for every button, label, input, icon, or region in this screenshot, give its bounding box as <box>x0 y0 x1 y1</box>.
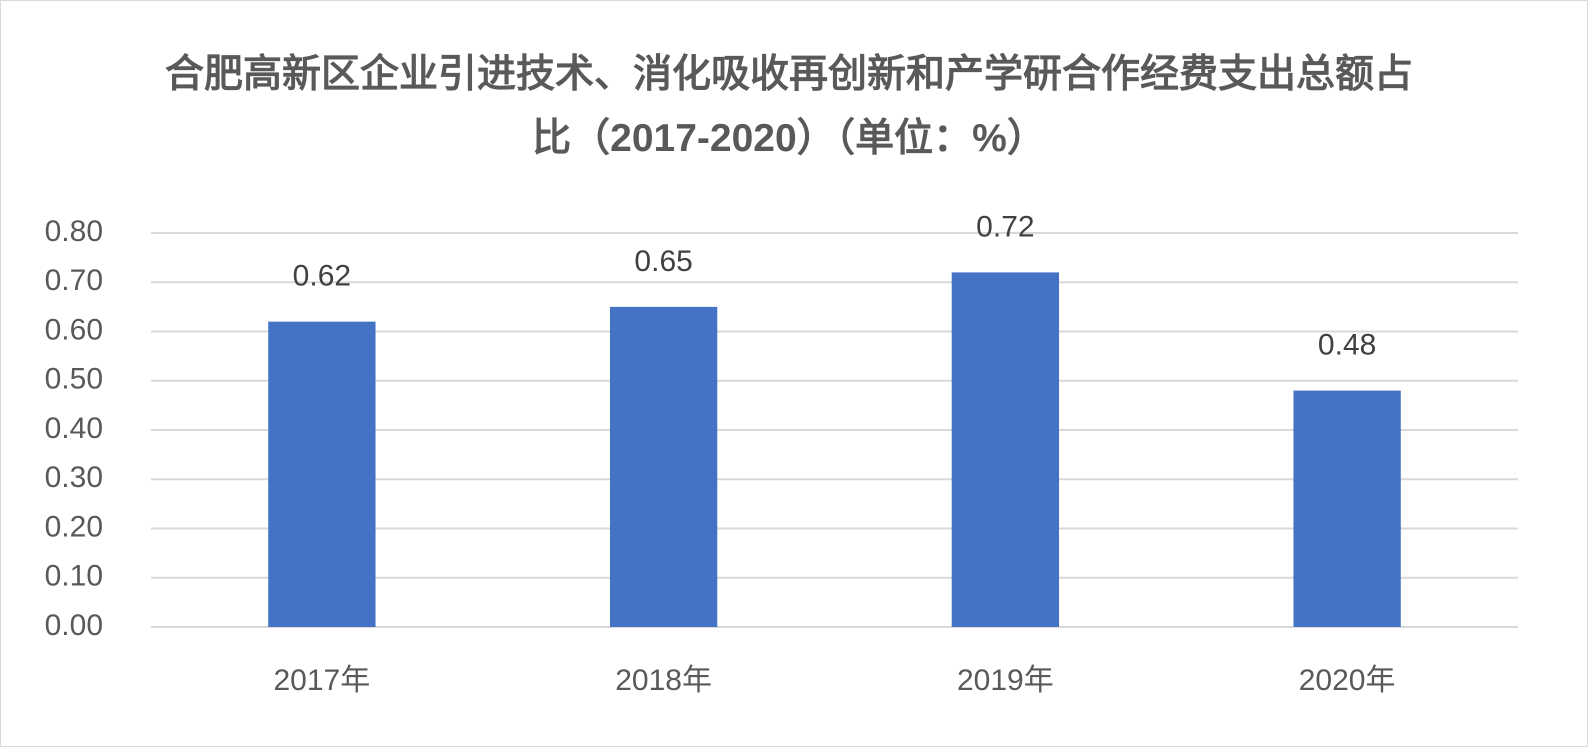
bar <box>1293 390 1401 627</box>
y-tick-label: 0.20 <box>45 510 103 543</box>
data-label: 0.48 <box>1318 329 1376 362</box>
x-tick-label: 2018年 <box>615 664 712 697</box>
y-tick-label: 0.60 <box>45 313 103 346</box>
bar <box>951 272 1060 627</box>
y-tick-label: 0.50 <box>45 363 103 396</box>
y-tick-label: 0.30 <box>45 461 103 494</box>
x-tick-label: 2020年 <box>1299 664 1396 697</box>
x-tick-label: 2017年 <box>274 664 371 697</box>
y-tick-label: 0.70 <box>45 264 103 297</box>
bar <box>268 321 376 627</box>
data-label: 0.65 <box>634 245 692 278</box>
y-tick-label: 0.10 <box>45 560 103 593</box>
data-label: 0.72 <box>976 210 1034 243</box>
x-tick-label: 2019年 <box>957 664 1054 697</box>
bar <box>609 306 718 627</box>
y-tick-label: 0.00 <box>45 609 103 642</box>
chart-title: 合肥高新区企业引进技术、消化吸收再创新和产学研合作经费支出总额占比（2017-2… <box>164 53 1413 160</box>
data-label: 0.62 <box>293 260 351 293</box>
y-tick-label: 0.80 <box>45 215 103 248</box>
y-tick-label: 0.40 <box>45 412 103 445</box>
